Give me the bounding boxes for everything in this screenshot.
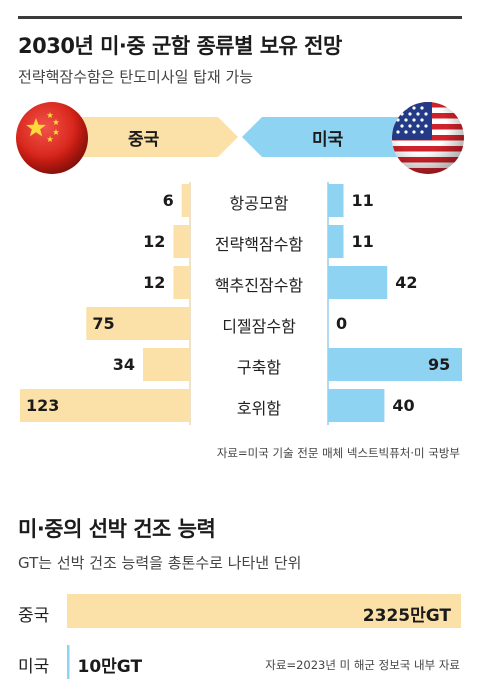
bar-china-0 bbox=[181, 184, 190, 217]
chart-title-2: 미·중의 선박 건조 능력 bbox=[18, 517, 216, 541]
value-label-usa: 42 bbox=[395, 273, 418, 292]
value-label-usa: 11 bbox=[351, 191, 374, 210]
value-label-china: 12 bbox=[143, 232, 166, 251]
ship-country-label: 미국 bbox=[18, 657, 50, 677]
ship-country-label: 중국 bbox=[18, 606, 50, 626]
value-label-usa: 0 bbox=[336, 314, 348, 333]
chart-title: 2030년 미·중 군함 종류별 보유 전망 bbox=[18, 34, 342, 58]
source-note-1: 자료=미국 기술 전문 매체 넥스트빅퓨처·미 국방부 bbox=[216, 446, 460, 460]
category-label: 항공모함 bbox=[229, 194, 289, 213]
value-label-china: 75 bbox=[92, 314, 115, 333]
category-label: 핵추진잠수함 bbox=[214, 276, 304, 295]
top-rule bbox=[18, 16, 462, 19]
category-label: 전략핵잠수함 bbox=[214, 235, 304, 254]
bar-usa-5 bbox=[328, 389, 385, 422]
value-label-china: 12 bbox=[143, 273, 166, 292]
bar-china-2 bbox=[173, 266, 190, 299]
value-label-usa: 11 bbox=[351, 232, 374, 251]
category-label: 호위함 bbox=[236, 399, 282, 418]
chart-subtitle: 전략핵잠수함은 탄도미사일 탑재 가능 bbox=[18, 68, 254, 86]
usa-label: 미국 bbox=[312, 130, 344, 150]
value-label-china: 34 bbox=[112, 355, 136, 374]
china-label: 중국 bbox=[128, 130, 160, 150]
chart-subtitle-2: GT는 선박 건조 능력을 총톤수로 나타낸 단위 bbox=[18, 554, 302, 572]
bar-usa-1 bbox=[328, 225, 344, 258]
bar-usa-0 bbox=[328, 184, 344, 217]
bar-usa-2 bbox=[328, 266, 388, 299]
value-label-china: 123 bbox=[26, 396, 60, 415]
bar-china-1 bbox=[173, 225, 190, 258]
china-flag-icon bbox=[16, 102, 88, 174]
category-label: 구축함 bbox=[236, 358, 282, 377]
bar-china-4 bbox=[143, 348, 190, 381]
value-label-usa: 40 bbox=[392, 396, 415, 415]
value-label-usa: 95 bbox=[428, 355, 451, 374]
usa-flag-icon bbox=[392, 102, 464, 174]
ship-value-label: 10만GT bbox=[77, 657, 143, 677]
value-label-china: 6 bbox=[162, 191, 174, 210]
ship-bar-1 bbox=[67, 645, 70, 679]
china-banner bbox=[46, 117, 238, 157]
usa-banner bbox=[242, 117, 432, 157]
category-label: 디젤잠수함 bbox=[222, 317, 296, 336]
ship-value-label: 2325만GT bbox=[362, 606, 451, 626]
source-note-2: 자료=2023년 미 해군 정보국 내부 자료 bbox=[265, 658, 460, 672]
